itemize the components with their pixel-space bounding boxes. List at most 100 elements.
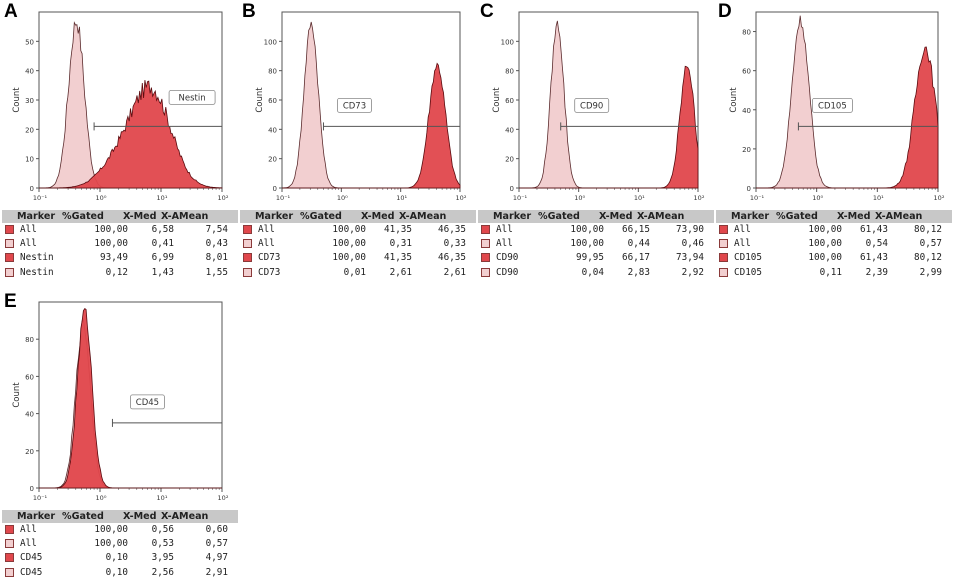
cell-gated: 100,00 <box>808 224 842 235</box>
cell-marker: Nestin <box>20 252 54 264</box>
table-row: All 100,00 0,56 0,60 <box>2 523 238 537</box>
column-header-gated: %Gated <box>300 211 342 222</box>
cell-xmed: 2,39 <box>865 266 888 278</box>
x-tick-label: 10² <box>218 494 229 502</box>
y-axis-label: Count <box>12 382 22 408</box>
color-swatch <box>5 225 14 234</box>
gate-label-box <box>574 98 610 113</box>
column-header-xamean: X-AMean <box>161 511 209 522</box>
table-row: CD105 0,11 2,39 2,99 <box>716 266 952 280</box>
cell-xmed: 1,43 <box>151 266 174 278</box>
table-row: Nestin 93,49 6,99 8,01 <box>2 251 238 265</box>
stained-histogram <box>39 308 222 489</box>
cell-xamean: 73,90 <box>676 224 704 235</box>
column-header-xmed: X-Med <box>123 211 157 222</box>
table-row: CD45 0,10 2,56 2,91 <box>2 566 238 580</box>
cell-xmed: 41,35 <box>384 252 412 264</box>
y-tick-label: 30 <box>25 97 34 105</box>
cell-marker: CD45 <box>20 566 43 578</box>
cell-marker: All <box>20 224 37 235</box>
cell-xmed: 0,41 <box>151 238 174 250</box>
color-swatch <box>5 539 14 549</box>
x-tick-label: 10¹ <box>157 494 168 502</box>
gate-label: CD73 <box>343 101 366 111</box>
cell-marker: All <box>496 224 513 235</box>
cell-xmed: 66,15 <box>622 224 650 235</box>
color-swatch <box>719 239 728 249</box>
color-swatch <box>243 239 252 249</box>
cell-marker: CD105 <box>734 252 762 264</box>
stained-histogram <box>519 65 699 189</box>
panel-label-c: C <box>480 1 494 22</box>
table-row: CD105 100,00 61,43 80,12 <box>716 251 952 265</box>
cell-xamean: 0,60 <box>205 524 228 535</box>
x-tick-label: 10² <box>934 194 945 202</box>
color-swatch <box>481 239 490 249</box>
column-header-gated: %Gated <box>538 211 580 222</box>
x-tick-label: 10⁻¹ <box>276 194 291 202</box>
cell-xmed: 2,83 <box>627 266 650 278</box>
color-swatch <box>243 225 252 234</box>
cell-marker: CD45 <box>20 552 43 564</box>
column-header-xamean: X-AMean <box>637 211 685 222</box>
cell-marker: CD105 <box>734 266 762 278</box>
table-row: All 100,00 0,54 0,57 <box>716 237 952 251</box>
x-tick-label: 10¹ <box>157 194 168 202</box>
y-tick-label: 0 <box>30 485 34 493</box>
color-swatch <box>5 567 14 577</box>
cell-marker: All <box>20 524 37 535</box>
color-swatch <box>719 253 728 263</box>
gate-label-box <box>812 98 853 113</box>
gate-label-box <box>130 394 165 410</box>
stats-table-a: Marker %Gated X-Med X-AMean All 100,00 6,58 7,5… <box>2 210 238 280</box>
gate-label: Nestin <box>179 93 206 103</box>
cell-gated: 0,10 <box>105 566 128 578</box>
histogram-e: 0 20 40 60 80 Count 10⁻¹ 10⁰ 10¹ 10² CD45 <box>12 301 229 502</box>
table-header: Marker %Gated X-Med X-AMean <box>716 210 952 223</box>
y-tick-label: 20 <box>268 156 277 164</box>
color-swatch <box>5 239 14 249</box>
x-tick-label: 10¹ <box>873 194 884 202</box>
color-swatch <box>5 253 14 263</box>
column-header-gated: %Gated <box>62 511 104 522</box>
column-header-gated: %Gated <box>62 211 104 222</box>
column-header-marker: Marker <box>255 211 294 222</box>
column-header-marker: Marker <box>17 511 56 522</box>
stained-histogram <box>282 62 461 189</box>
table-row: Nestin 0,12 1,43 1,55 <box>2 266 238 280</box>
panel-label-d: D <box>718 1 732 22</box>
cell-gated: 0,12 <box>105 266 128 278</box>
x-tick-label: 10⁰ <box>96 194 107 202</box>
cell-gated: 93,49 <box>100 252 128 264</box>
panel-label-b: B <box>242 1 256 22</box>
gate-label-box <box>168 90 216 105</box>
x-tick-label: 10² <box>218 194 229 202</box>
stats-table-b: Marker %Gated X-Med X-AMean All 100,00 41,35 46… <box>240 210 476 280</box>
stained-histogram <box>39 80 223 189</box>
y-tick-label: 80 <box>742 29 751 37</box>
table-header: Marker %Gated X-Med X-AMean <box>478 210 714 223</box>
color-swatch <box>5 267 14 277</box>
y-tick-label: 100 <box>501 38 514 46</box>
plot-frame <box>38 301 223 489</box>
histogram-a: 0 10 20 30 40 50 Count 10⁻¹ 10⁰ 10¹ 10² Nestin <box>12 11 229 202</box>
cell-xamean: 2,91 <box>205 566 228 578</box>
cell-xmed: 6,99 <box>151 252 174 264</box>
gate-label: CD45 <box>136 398 159 408</box>
color-swatch <box>243 253 252 263</box>
column-header-marker: Marker <box>731 211 770 222</box>
table-row: All 100,00 0,31 0,33 <box>240 237 476 251</box>
cell-xmed: 6,58 <box>151 224 174 235</box>
x-tick-label: 10⁰ <box>574 194 585 202</box>
y-axis-label: Count <box>729 87 739 113</box>
cell-gated: 100,00 <box>94 538 128 550</box>
color-swatch <box>5 525 14 534</box>
x-tick-label: 10⁻¹ <box>33 494 48 502</box>
table-row: All 100,00 0,41 0,43 <box>2 237 238 251</box>
gate-label: CD90 <box>580 101 603 111</box>
column-header-xmed: X-Med <box>361 211 395 222</box>
cell-marker: All <box>258 224 275 235</box>
column-header-xamean: X-AMean <box>161 211 209 222</box>
table-row: All 100,00 66,15 73,90 <box>478 223 714 237</box>
cell-xamean: 80,12 <box>914 224 942 235</box>
